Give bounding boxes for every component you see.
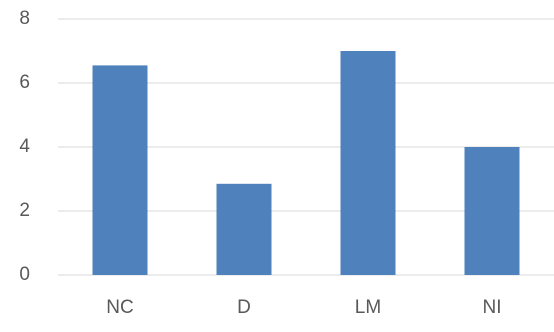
y-tick-label: 6 (19, 72, 30, 93)
y-tick-label: 8 (19, 8, 30, 29)
x-tick-label: NI (483, 297, 502, 318)
x-axis-ticks: NC D LM NI (106, 297, 501, 318)
y-tick-label: 2 (19, 200, 30, 221)
x-tick-label: D (237, 297, 251, 318)
bar-lm (340, 51, 396, 275)
y-tick-label: 0 (19, 264, 30, 285)
y-tick-label: 4 (19, 136, 30, 157)
bar-d (216, 183, 272, 275)
bar-ni (464, 147, 520, 275)
y-axis-ticks: 0 2 4 6 8 (19, 8, 30, 285)
bar-nc (92, 65, 148, 276)
x-tick-label: NC (106, 297, 133, 318)
bars (92, 51, 520, 276)
x-tick-label: LM (355, 297, 381, 318)
